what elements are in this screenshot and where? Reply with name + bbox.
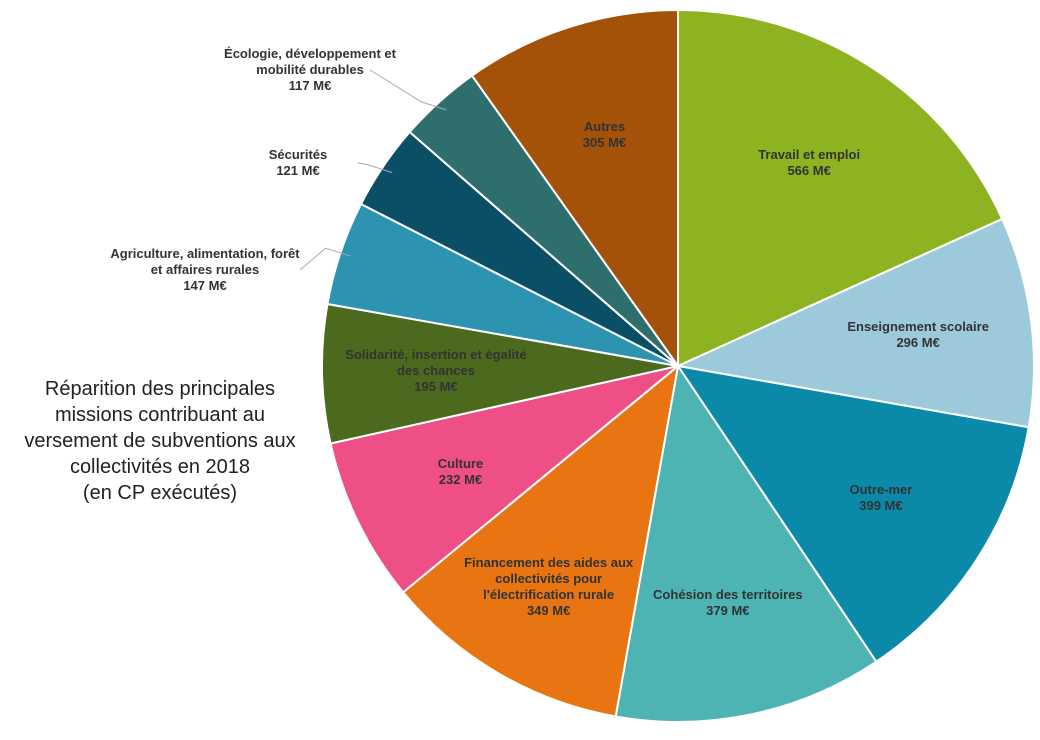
leader-line xyxy=(299,247,351,271)
slice-label: Enseignement scolaire 296 M€ xyxy=(818,319,1018,351)
chart-title: Réparition des principales missions cont… xyxy=(24,378,296,478)
slice-label: Agriculture, alimentation, forêt et affa… xyxy=(105,246,305,294)
value-label: 566 M€ xyxy=(787,162,831,178)
slice-label: Travail et emploi 566 M€ xyxy=(709,147,909,179)
pie-slice xyxy=(675,364,1030,664)
category-label: Outre-mer xyxy=(849,481,913,497)
category-label: Sécurités xyxy=(268,147,328,162)
slice-label: Autres 305 M€ xyxy=(504,119,704,151)
value-label: 305 M€ xyxy=(582,135,627,151)
category-label: Agriculture, alimentation, forêt et affa… xyxy=(110,246,300,277)
value-label: 399 M€ xyxy=(859,497,903,513)
slice-label: Financement des aides aux collectivités … xyxy=(449,555,649,619)
pie-slice xyxy=(614,363,878,723)
pie-slice xyxy=(321,302,679,445)
slice-label: Culture 232 M€ xyxy=(360,456,560,488)
value-label: 232 M€ xyxy=(438,472,483,488)
slice-label: Écologie, développement et mobilité dura… xyxy=(210,46,410,94)
slice-label: Sécurités 121 M€ xyxy=(198,147,398,179)
value-label: 349 M€ xyxy=(526,603,571,619)
slice-label: Solidarité, insertion et égalité des cha… xyxy=(336,347,536,395)
pie-slice xyxy=(674,217,1036,429)
category-label: Autres xyxy=(583,119,626,135)
pie-slice xyxy=(329,365,679,594)
category-label: Travail et emploi xyxy=(758,146,861,162)
pie-slice xyxy=(470,8,679,370)
value-label: 296 M€ xyxy=(896,335,940,351)
slice-label: Cohésion des territoires 379 M€ xyxy=(628,587,828,619)
value-label: 147 M€ xyxy=(183,278,227,293)
category-label: Solidarité, insertion et égalité des cha… xyxy=(345,347,527,379)
category-label: Enseignement scolaire xyxy=(847,319,989,335)
pie-slice xyxy=(401,363,680,718)
slice-label: Outre-mer 399 M€ xyxy=(781,482,981,514)
category-label: Financement des aides aux collectivités … xyxy=(464,555,634,603)
leader-line xyxy=(369,69,447,111)
value-label: 121 M€ xyxy=(276,163,320,178)
value-label: 379 M€ xyxy=(706,602,750,618)
category-label: Culture xyxy=(437,456,484,472)
title-block: Réparition des principales missions cont… xyxy=(0,376,320,506)
category-label: Écologie, développement et mobilité dura… xyxy=(224,46,396,77)
value-label: 195 M€ xyxy=(414,379,458,395)
chart-subtitle: (en CP exécutés) xyxy=(82,482,238,504)
leader-line xyxy=(357,162,393,173)
value-label: 117 M€ xyxy=(288,78,332,93)
pie-slice xyxy=(677,8,1004,368)
category-label: Cohésion des territoires xyxy=(653,586,803,602)
